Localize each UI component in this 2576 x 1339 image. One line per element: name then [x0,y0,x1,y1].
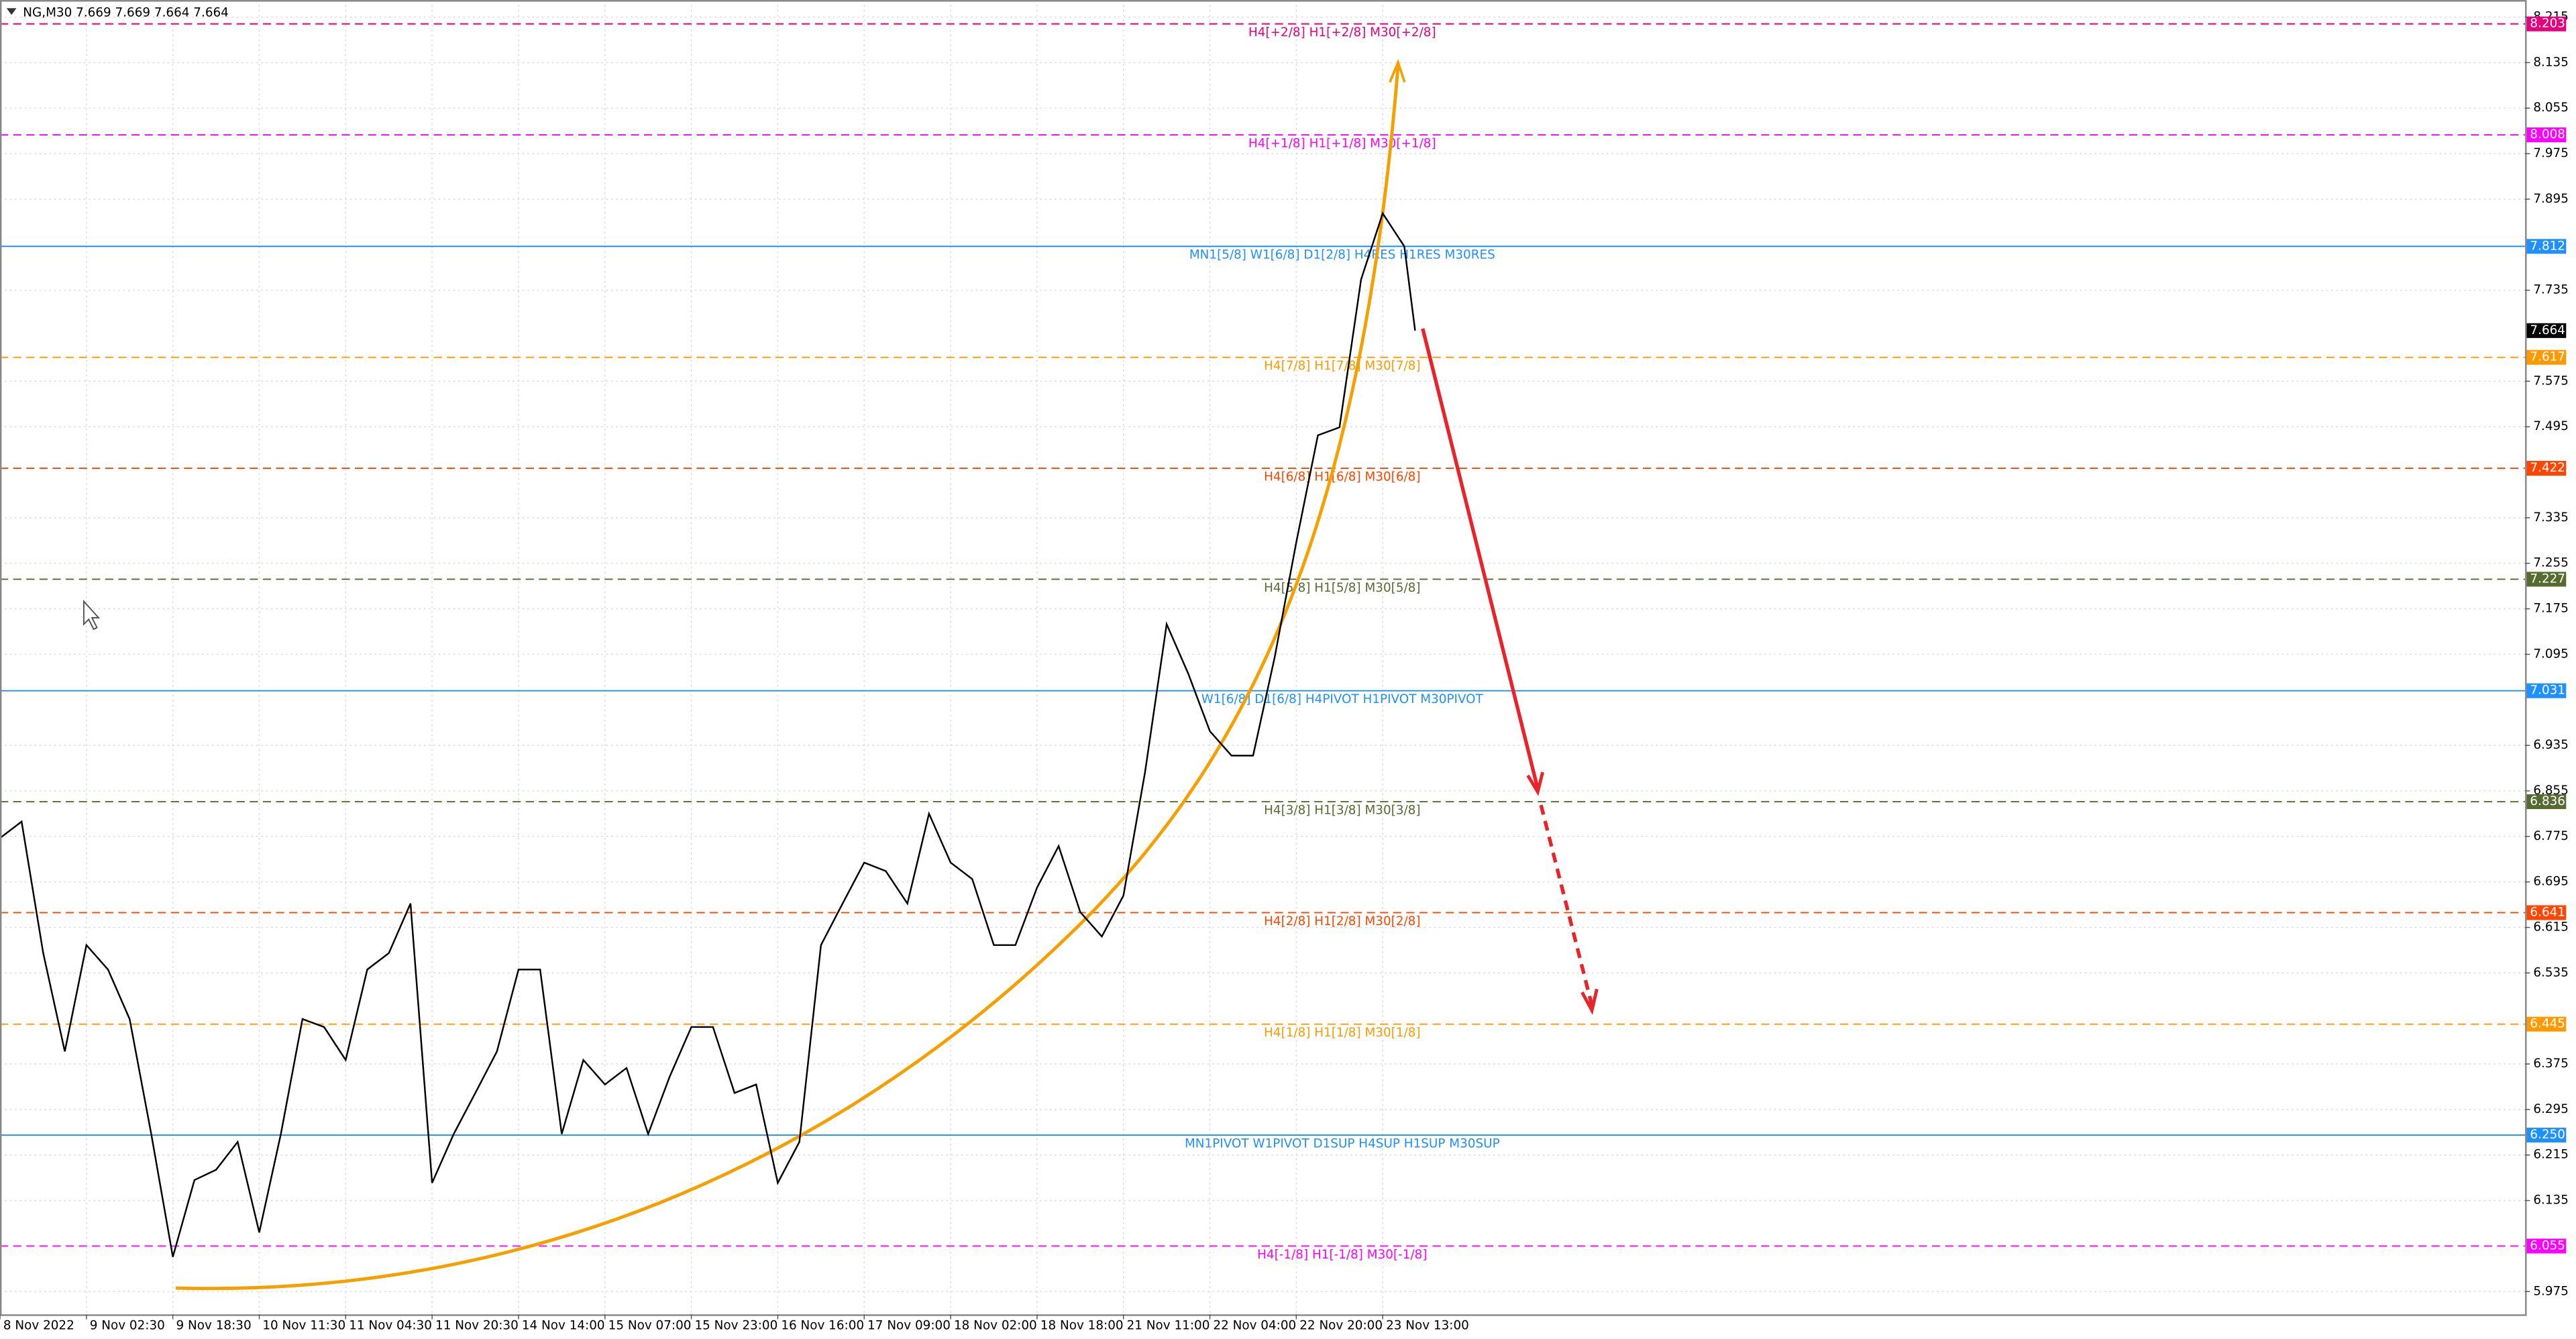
x-tick-label: 21 Nov 11:00 [1127,1318,1210,1332]
price-label: 7.422 [2530,461,2565,475]
level-label: H4[+2/8] H1[+2/8] M30[+2/8] [1248,25,1436,40]
x-tick-label: 11 Nov 04:30 [349,1318,432,1332]
price-box [2526,794,2567,810]
plot-frame [0,0,2527,1316]
price-label: 6.836 [2530,794,2565,808]
y-tick-label: 7.175 [2533,602,2569,616]
price-box [2526,350,2567,365]
curve-arrowhead [1389,58,1406,83]
y-tick-label: 6.375 [2533,1057,2569,1071]
y-tick-label: 7.575 [2533,374,2569,388]
price-box [2526,905,2567,920]
price-label: 6.055 [2530,1238,2565,1252]
level-label: MN1PIVOT W1PIVOT D1SUP H4SUP H1SUP M30SU… [1185,1137,1500,1151]
y-tick-label: 6.935 [2533,738,2569,752]
y-tick-label: 7.095 [2533,647,2569,661]
price-label: 7.227 [2530,572,2565,586]
chart-title: NG,M30 7.669 7.669 7.664 7.664 [23,6,229,20]
x-tick-label: 22 Nov 04:00 [1213,1318,1296,1332]
y-tick-label: 7.975 [2533,146,2569,160]
level-label: W1[6/8] D1[6/8] H4PIVOT H1PIVOT M30PIVOT [1201,692,1484,706]
x-tick-label: 18 Nov 18:00 [1040,1318,1124,1332]
y-tick-label: 8.055 [2533,101,2569,115]
price-box [2526,461,2567,476]
price-label: 6.641 [2530,905,2565,919]
level-label: H4[1/8] H1[1/8] M30[1/8] [1264,1026,1420,1040]
y-tick-label: 6.295 [2533,1102,2569,1116]
plot [0,211,1416,1257]
x-tick-label: 14 Nov 14:00 [522,1318,605,1332]
level-label: H4[7/8] H1[7/8] M30[7/8] [1264,359,1420,373]
y-tick-label: 7.735 [2533,283,2569,297]
price-box [2526,683,2567,698]
last-price-box [2526,323,2567,338]
x-tick-label: 15 Nov 07:00 [608,1318,692,1332]
price-label: 7.812 [2530,239,2565,253]
x-tick-label: 10 Nov 11:30 [262,1318,345,1332]
last-price-label: 7.664 [2530,323,2565,337]
trend-curve [175,65,1400,1291]
y-tick-label: 6.215 [2533,1148,2569,1162]
level-label: H4[-1/8] H1[-1/8] M30[-1/8] [1257,1248,1427,1262]
forecast-arrowhead [1526,771,1544,796]
y-tick-label: 6.135 [2533,1193,2569,1208]
price-box [2526,1238,2567,1254]
levels: H4[+2/8] H1[+2/8] M30[+2/8] H4[+1/8] H1[+… [0,23,2526,1262]
forecast-arrow-dashed [1539,804,1594,1006]
price-label: 7.031 [2530,684,2565,698]
x-tick-label: 16 Nov 16:00 [781,1318,864,1332]
y-tick-label: 6.775 [2533,829,2569,843]
price-box [2526,1128,2567,1143]
x-tick-label: 9 Nov 02:30 [90,1318,165,1332]
x-tick-label: 22 Nov 20:00 [1299,1318,1383,1332]
y-tick-label: 8.135 [2533,55,2569,69]
grid [0,0,2526,1315]
mouse-cursor [83,599,101,631]
price-box [2526,127,2567,143]
price-label: 8.203 [2530,17,2565,31]
y-tick-label: 5.975 [2533,1284,2569,1298]
x-tick-label: 23 Nov 13:00 [1386,1318,1469,1332]
x-tick-label: 9 Nov 18:30 [176,1318,252,1332]
price-label: 6.250 [2530,1128,2565,1142]
x-tick-label: 8 Nov 2022 [3,1318,74,1332]
x-tick-label: 17 Nov 09:00 [867,1318,951,1332]
y-tick-label: 7.495 [2533,419,2569,433]
price-label: 6.445 [2530,1017,2565,1031]
x-tick-label: 11 Nov 20:30 [435,1318,519,1332]
y-tick-label: 6.695 [2533,875,2569,889]
level-label: H4[6/8] H1[6/8] M30[6/8] [1264,470,1420,484]
price-label: 7.617 [2530,350,2565,364]
level-label: H4[2/8] H1[2/8] M30[2/8] [1264,914,1420,928]
x-tick-label: 15 Nov 23:00 [694,1318,777,1332]
level-label: H4[3/8] H1[3/8] M30[3/8] [1264,804,1420,818]
level-label: H4[+1/8] H1[+1/8] M30[+1/8] [1248,137,1436,151]
y-tick-label: 6.615 [2533,920,2569,934]
price-box [2526,239,2567,254]
price-line [0,211,1416,1257]
x-tick-label: 18 Nov 02:00 [954,1318,1037,1332]
price-label: 8.008 [2530,127,2565,142]
forecast-arrowhead [1580,988,1599,1015]
y-tick-label: 7.255 [2533,556,2569,570]
title-icon [6,8,17,15]
price-box [2526,16,2567,32]
y-tick-label: 7.335 [2533,511,2569,525]
price-box [2526,1016,2567,1032]
level-label: H4[5/8] H1[5/8] M30[5/8] [1264,581,1420,595]
y-tick-label: 7.895 [2533,192,2569,206]
y-tick-label: 6.855 [2533,784,2569,798]
price-box [2526,572,2567,587]
forecast-arrow [1421,328,1540,790]
level-label: MN1[5/8] W1[6/8] D1[2/8] H4RES H1RES M30… [1189,248,1495,262]
y-tick-label: 6.535 [2533,965,2569,979]
